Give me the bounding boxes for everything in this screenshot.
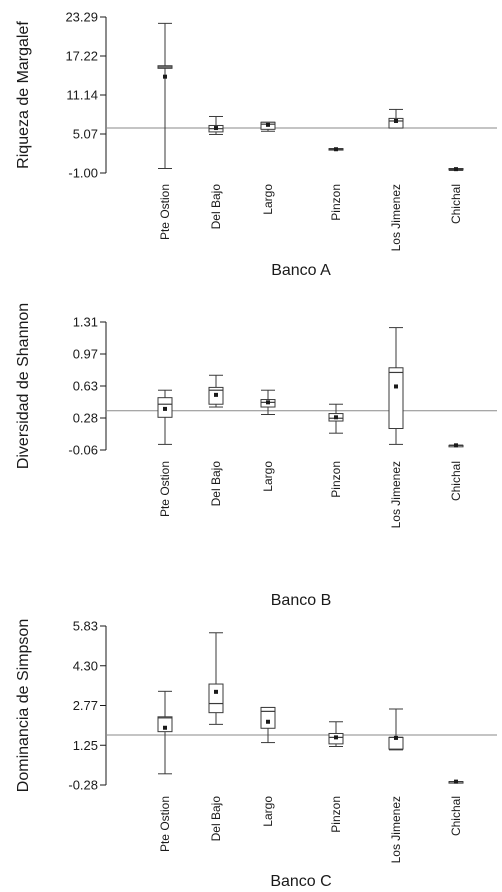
panel-banco-c: 5.83 4.30 2.77 1.25 -0.28 Pte Ostion Del Bajo L… [15, 619, 497, 890]
box-del-bajo [208, 115, 224, 135]
x-category-label: Los Jimenez [389, 461, 403, 528]
x-category-label: Los Jimenez [389, 184, 403, 251]
x-axis-title: Banco A [271, 262, 331, 279]
box-largo [260, 706, 276, 744]
x-axis-title: Banco C [270, 873, 331, 890]
mean-marker [214, 126, 218, 131]
box-los-jimenez [388, 327, 404, 445]
mean-marker [163, 406, 167, 411]
box-del-bajo [208, 632, 224, 725]
y-tick-label: 4.30 [73, 658, 98, 673]
mean-marker [394, 384, 398, 389]
box-pte-ostion [157, 389, 173, 445]
x-category-label: Del Bajo [209, 184, 223, 230]
x-category-label: Del Bajo [209, 461, 223, 507]
x-category-label: Chichal [449, 184, 463, 224]
box-pte-ostion [157, 22, 173, 170]
mean-marker [394, 118, 398, 123]
y-tick-label: -0.06 [68, 443, 98, 458]
x-category-label: Largo [261, 461, 275, 492]
x-category-label: Pinzon [329, 796, 343, 833]
y-tick-label: -0.28 [68, 778, 98, 793]
y-tick-label: 1.31 [73, 315, 98, 330]
box-del-bajo [208, 374, 224, 408]
box-pinzon [328, 721, 344, 747]
mean-marker [454, 443, 458, 448]
iqr-box [388, 367, 404, 430]
mean-marker [163, 74, 167, 79]
y-axis-title: Dominancia de Simpson [15, 619, 32, 792]
box-los-jimenez [388, 108, 404, 129]
x-category-label: Pinzon [329, 184, 343, 221]
x-category-label: Pte Ostion [158, 461, 172, 517]
panel-banco-b: 1.31 0.97 0.63 0.28 -0.06 Pte Ostion Del Bajo L… [15, 303, 497, 609]
y-tick-label: 17.22 [65, 49, 98, 64]
y-axis-title: Riqueza de Margalef [15, 21, 32, 169]
y-axis-title: Diversidad de Shannon [15, 303, 32, 469]
x-category-label: Chichal [449, 796, 463, 836]
x-category-label: Del Bajo [209, 796, 223, 842]
mean-marker [334, 735, 338, 740]
x-category-label: Chichal [449, 461, 463, 501]
iqr-box [208, 683, 224, 714]
x-category-label: Largo [261, 796, 275, 827]
box-pinzon [328, 403, 344, 434]
mean-marker [394, 735, 398, 740]
mean-marker [454, 167, 458, 172]
iqr-box [260, 706, 276, 729]
box-chichal [448, 167, 464, 172]
mean-marker [266, 719, 270, 724]
y-tick-label: 1.25 [73, 738, 98, 753]
y-tick-label: 0.28 [73, 411, 98, 426]
x-category-label: Largo [261, 184, 275, 215]
panel-banco-a: 23.29 17.22 11.14 5.07 -1.00 Pte Ostion Del Ba… [15, 10, 497, 279]
x-axis-title: Banco B [271, 592, 331, 609]
x-category-label: Pinzon [329, 461, 343, 498]
mean-marker [334, 147, 338, 152]
box-pinzon [328, 147, 344, 152]
y-tick-label: 5.83 [73, 619, 98, 634]
iqr-box [388, 117, 404, 129]
y-tick-label: 2.77 [73, 698, 98, 713]
mean-marker [266, 122, 270, 127]
x-category-label: Pte Ostion [158, 184, 172, 240]
mean-marker [214, 689, 218, 694]
iqr-box [157, 716, 173, 733]
y-tick-label: 0.97 [73, 347, 98, 362]
box-chichal [448, 443, 464, 448]
x-category-label: Pte Ostion [158, 796, 172, 852]
box-largo [260, 389, 276, 415]
mean-marker [454, 779, 458, 784]
mean-marker [334, 415, 338, 420]
y-tick-label: 0.63 [73, 379, 98, 394]
box-chichal [448, 779, 464, 784]
box-largo [260, 121, 276, 132]
y-tick-label: -1.00 [68, 166, 98, 181]
mean-marker [214, 392, 218, 397]
y-tick-label: 5.07 [73, 127, 98, 142]
y-tick-label: 11.14 [66, 88, 98, 103]
mean-marker [266, 400, 270, 405]
mean-marker [163, 725, 167, 730]
box-los-jimenez [388, 708, 404, 751]
y-tick-label: 23.29 [65, 10, 98, 25]
box-pte-ostion [157, 690, 173, 775]
x-category-label: Los Jimenez [389, 796, 403, 863]
